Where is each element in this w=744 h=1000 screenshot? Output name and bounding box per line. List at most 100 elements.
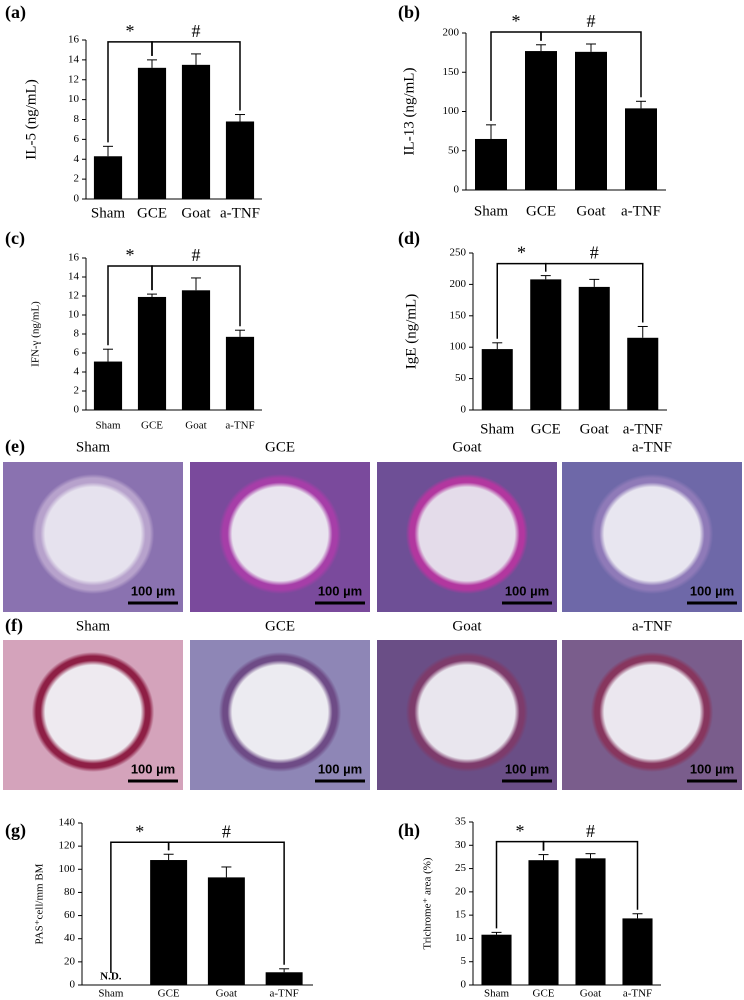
- significance-label: #: [587, 11, 596, 31]
- histology-image: [3, 462, 183, 612]
- x-tick-label: Goat: [216, 988, 237, 1000]
- significance-bracket: [167, 841, 285, 965]
- y-tick-label: 120: [59, 840, 76, 852]
- panel-label: (b): [398, 2, 420, 23]
- y-tick-label: 200: [450, 278, 467, 290]
- bar: [475, 138, 507, 190]
- significance-bracket: [540, 31, 642, 98]
- y-tick-label: 100: [450, 341, 467, 353]
- bar: [578, 286, 610, 410]
- y-tick-label: 10: [68, 309, 80, 321]
- significance-bracket: [495, 840, 545, 929]
- bar: [528, 860, 559, 985]
- y-tick-label: 0: [74, 193, 80, 205]
- significance-label: #: [192, 21, 201, 41]
- y-axis-label: IgE (ng/mL): [403, 294, 419, 369]
- x-tick-label: a-TNF: [269, 988, 298, 1000]
- y-tick-label: 0: [454, 184, 460, 196]
- x-tick-label: Sham: [484, 988, 510, 1000]
- y-tick-label: 15: [455, 909, 467, 921]
- y-tick-label: 25: [455, 862, 467, 874]
- histology-image: [190, 640, 370, 790]
- y-tick-label: 100: [59, 863, 76, 875]
- y-tick-label: 14: [68, 271, 80, 283]
- y-tick-label: 12: [68, 73, 79, 85]
- bar: [93, 361, 123, 410]
- x-tick-label: Sham: [98, 988, 124, 1000]
- x-tick-label: Goat: [185, 420, 206, 432]
- bar: [627, 337, 659, 410]
- significance-label: #: [222, 821, 231, 841]
- y-tick-label: 50: [448, 144, 460, 156]
- significance-bracket: [496, 262, 547, 339]
- y-tick-label: 150: [443, 66, 460, 78]
- image-title: a-TNF: [632, 618, 672, 634]
- bar: [622, 918, 653, 985]
- y-tick-label: 20: [455, 885, 467, 897]
- image-title: Goat: [452, 618, 482, 634]
- y-tick-label: 35: [455, 816, 467, 828]
- bar: [575, 858, 606, 985]
- image-title: Sham: [76, 618, 111, 634]
- y-axis-label: PAS⁺cell/mm BM: [34, 863, 46, 944]
- y-tick-label: 10: [455, 932, 467, 944]
- bar: [181, 64, 211, 199]
- bar: [265, 972, 303, 985]
- y-tick-label: 60: [64, 909, 76, 921]
- y-tick-label: 200: [443, 27, 460, 39]
- bar: [525, 51, 557, 191]
- significance-label: *: [135, 821, 144, 841]
- value-label: N.D.: [100, 971, 122, 983]
- x-tick-label: a-TNF: [225, 420, 254, 432]
- bar: [575, 51, 607, 191]
- x-tick-label: a-TNF: [220, 205, 260, 221]
- panel-label: (e): [5, 436, 25, 457]
- y-axis-label: IL-13 (ng/mL): [401, 68, 417, 156]
- histology-image: [377, 462, 557, 612]
- y-axis-label: Trichrome⁺ area (%): [422, 857, 434, 949]
- bar: [137, 296, 167, 410]
- x-tick-label: Sham: [95, 420, 121, 432]
- significance-bracket: [151, 265, 241, 327]
- x-tick-label: Goat: [576, 203, 606, 219]
- y-tick-label: 6: [74, 347, 80, 359]
- significance-bracket: [107, 265, 153, 346]
- bar: [225, 336, 255, 410]
- x-tick-label: Sham: [480, 421, 515, 437]
- x-tick-label: a-TNF: [623, 421, 663, 437]
- y-tick-label: 0: [70, 979, 76, 991]
- y-tick-label: 10: [68, 93, 80, 105]
- y-tick-label: 4: [74, 366, 80, 378]
- x-tick-label: GCE: [158, 988, 180, 1000]
- y-tick-label: 14: [68, 53, 80, 65]
- significance-label: *: [512, 11, 521, 31]
- bar: [625, 108, 657, 190]
- panel-label: (a): [5, 2, 26, 23]
- y-tick-label: 16: [68, 34, 80, 46]
- significance-label: #: [586, 821, 595, 841]
- panel-label: (h): [398, 820, 420, 841]
- y-tick-label: 12: [68, 290, 79, 302]
- y-tick-label: 0: [461, 404, 467, 416]
- x-tick-label: a-TNF: [621, 203, 661, 219]
- x-tick-label: GCE: [137, 205, 167, 221]
- significance-bracket: [110, 841, 170, 973]
- bar: [207, 877, 245, 985]
- bar: [481, 349, 513, 410]
- bar: [137, 67, 167, 199]
- x-tick-label: GCE: [141, 420, 163, 432]
- y-tick-label: 8: [74, 113, 80, 125]
- bar: [93, 156, 123, 199]
- x-tick-label: Goat: [580, 988, 601, 1000]
- x-tick-label: a-TNF: [623, 988, 652, 1000]
- panel-label: (f): [5, 615, 23, 636]
- histology-image: [377, 640, 557, 790]
- panel-label: (d): [398, 228, 420, 249]
- histology-image: [190, 462, 370, 612]
- x-tick-label: Sham: [474, 203, 509, 219]
- significance-bracket: [151, 41, 241, 111]
- x-tick-label: Goat: [181, 205, 211, 221]
- y-tick-label: 6: [74, 133, 80, 145]
- y-tick-label: 140: [59, 817, 76, 829]
